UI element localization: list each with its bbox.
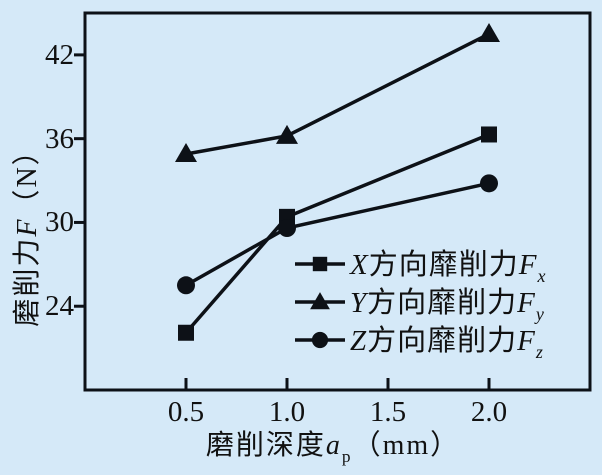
x-axis-unit: （mm） <box>352 430 461 461</box>
x-axis-symbol: a <box>325 430 342 461</box>
legend-label-fz: Z方向靡削力Fz <box>350 317 544 363</box>
legend-square-marker-icon <box>295 256 345 272</box>
y-axis-title: 磨削力F（N） <box>10 101 46 361</box>
legend-circle-marker-icon <box>295 331 345 349</box>
legend-fy-subscript: y <box>535 304 545 325</box>
y-axis-symbol: F <box>12 217 43 237</box>
x-tick-label: 0.5 <box>167 396 205 428</box>
legend-fy-prefix: Y <box>350 286 368 319</box>
legend-label-fy: Y方向靡削力Fy <box>350 279 545 325</box>
y-tick-label: 36 <box>45 122 74 155</box>
legend-fz-text: 方向靡削力 <box>367 324 518 357</box>
legend-fz-subscript: z <box>535 342 544 363</box>
legend-fz-prefix: Z <box>350 324 368 357</box>
y-axis-unit: （N） <box>12 135 43 218</box>
legend-fx-symbol: F <box>518 248 538 281</box>
legend-fz-symbol: F <box>517 324 536 357</box>
x-tick-label: 1.5 <box>369 396 407 428</box>
x-axis-symbol-subscript: p <box>341 446 353 466</box>
legend: X方向靡削力Fx Y方向靡削力Fy Z方向靡削力Fz <box>294 245 546 362</box>
legend-item-fz: Z方向靡削力Fz <box>294 321 546 362</box>
y-tick-label: 24 <box>45 290 74 323</box>
y-tick-label: 42 <box>45 38 74 71</box>
legend-fx-subscript: x <box>537 266 547 287</box>
x-axis-title-text: 磨削深度 <box>205 430 326 461</box>
y-axis-title-text: 磨削力 <box>12 236 43 327</box>
legend-fx-prefix: X <box>350 248 369 281</box>
legend-fy-symbol: F <box>517 286 536 319</box>
legend-fy-text: 方向靡削力 <box>367 286 518 319</box>
legend-item-fx: X方向靡削力Fx <box>294 245 546 286</box>
legend-triangle-marker-icon <box>295 292 345 310</box>
legend-label-fx: X方向靡削力Fx <box>350 241 546 287</box>
x-tick-label: 1.0 <box>268 396 306 428</box>
legend-item-fy: Y方向靡削力Fy <box>294 283 546 324</box>
legend-fx-text: 方向靡削力 <box>368 248 519 281</box>
y-tick-label: 30 <box>45 206 74 239</box>
x-tick-label: 2.0 <box>470 396 508 428</box>
x-axis-title: 磨削深度ap（mm） <box>183 427 483 466</box>
